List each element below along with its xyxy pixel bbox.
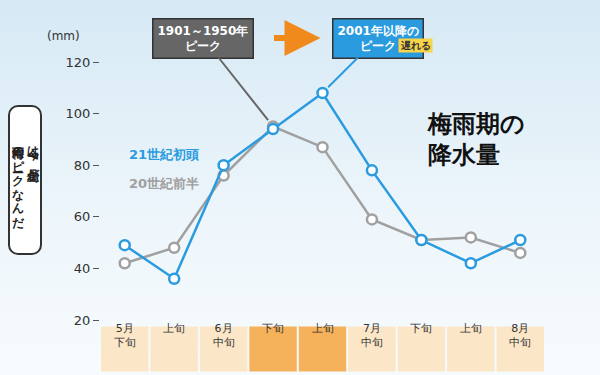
svg-text:上旬: 上旬 [163, 322, 185, 335]
svg-text:5月下旬: 5月下旬 [114, 322, 136, 349]
svg-text:100: 100 [66, 106, 91, 121]
svg-text:上旬: 上旬 [460, 322, 482, 335]
svg-text:2001年以降のピーク: 2001年以降のピーク [338, 24, 419, 54]
svg-text:下旬: 下旬 [410, 322, 432, 335]
svg-text:1901～1950年ピーク: 1901～1950年ピーク [158, 24, 249, 54]
html-text:今は7月上旬が: 今は7月上旬が [26, 138, 40, 175]
svg-text:(mm): (mm) [47, 29, 80, 43]
html-text:梅雨のピークなんだ: 梅雨のピークなんだ [11, 138, 25, 222]
svg-text:7月中旬: 7月中旬 [361, 322, 383, 349]
svg-text:下旬: 下旬 [262, 322, 284, 335]
svg-text:20世紀前半: 20世紀前半 [129, 176, 199, 191]
svg-text:梅雨期の降水量: 梅雨期の降水量 [427, 110, 525, 169]
svg-text:上旬: 上旬 [312, 322, 334, 335]
svg-text:20: 20 [74, 313, 91, 328]
svg-text:21世紀初頭: 21世紀初頭 [129, 147, 199, 162]
svg-text:遅れる: 遅れる [400, 40, 431, 51]
svg-text:40: 40 [74, 261, 91, 276]
svg-text:8月中旬: 8月中旬 [509, 322, 531, 349]
svg-text:120: 120 [66, 55, 91, 70]
svg-text:60: 60 [74, 209, 91, 224]
svg-text:6月中旬: 6月中旬 [213, 322, 235, 349]
svg-text:80: 80 [74, 158, 91, 173]
